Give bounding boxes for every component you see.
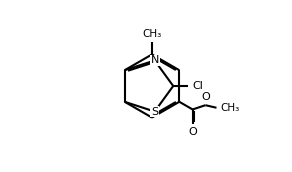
- Text: Cl: Cl: [192, 81, 203, 91]
- Text: CH₃: CH₃: [220, 103, 239, 113]
- Text: O: O: [201, 92, 210, 102]
- Text: N: N: [150, 55, 159, 66]
- Text: S: S: [151, 106, 158, 117]
- Text: CH₃: CH₃: [142, 29, 161, 39]
- Text: O: O: [188, 127, 197, 137]
